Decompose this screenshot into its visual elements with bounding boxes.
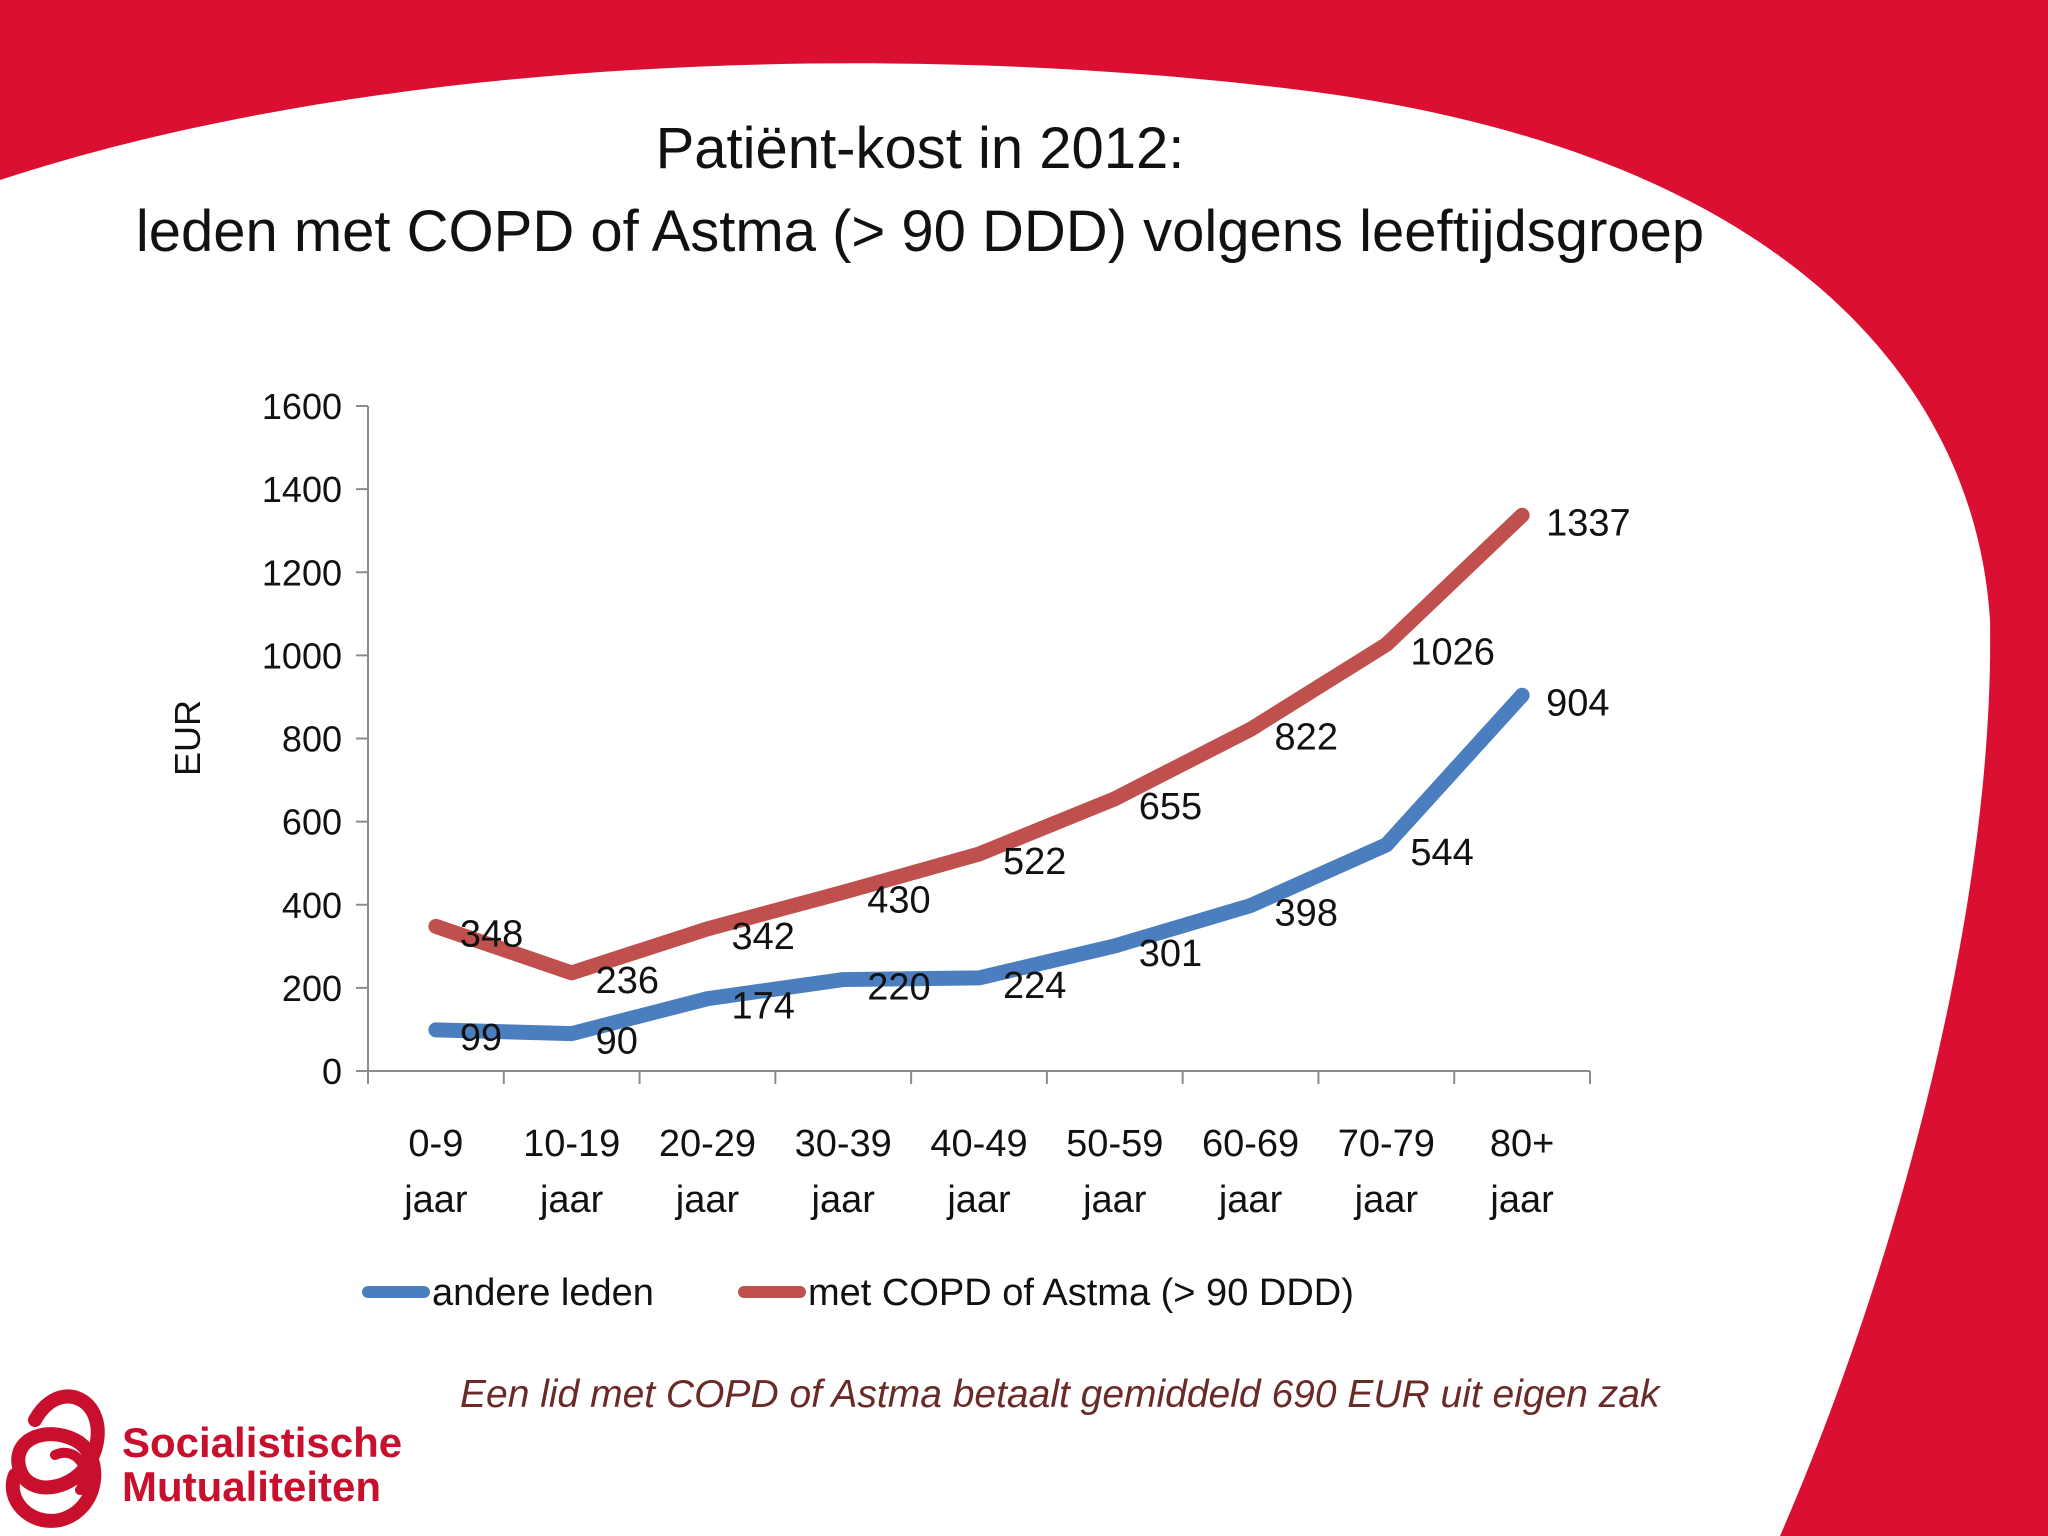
x-tick-label: 20-29 jaar <box>659 1123 756 1221</box>
data-label: 822 <box>1275 716 1338 758</box>
logo-text-line-2: Mutualiteiten <box>122 1463 381 1510</box>
series-line-1 <box>428 687 1530 1042</box>
legend-label: andere leden <box>432 1272 654 1314</box>
x-tick-label: 50-59 jaar <box>1066 1123 1163 1221</box>
chart-axes: 0 200 400 600 800 1000 1200 1400 1600 0-9 jaar 10-1… <box>167 386 1591 1221</box>
logo-icon <box>5 1389 105 1528</box>
y-axis-title: EUR <box>167 700 208 776</box>
data-label: 544 <box>1410 832 1473 874</box>
data-label: 301 <box>1139 933 1202 975</box>
y-tick-label: 1200 <box>262 552 342 593</box>
y-tick-label: 800 <box>282 719 342 760</box>
data-label: 1026 <box>1410 632 1495 674</box>
x-tick-label: 0-9 jaar <box>403 1123 468 1221</box>
data-label: 174 <box>731 986 794 1028</box>
data-label: 655 <box>1139 786 1202 828</box>
x-tick-label: 10-19 jaar <box>523 1123 620 1221</box>
data-label: 236 <box>596 960 659 1002</box>
x-tick-label: 60-69 jaar <box>1202 1123 1299 1221</box>
data-label: 904 <box>1546 682 1609 724</box>
series-line-2 <box>428 507 1530 981</box>
chart-legend: andere leden met COPD of Astma (> 90 DDD) <box>362 1272 1354 1314</box>
logo-text-line-1: Socialistische <box>122 1419 403 1466</box>
y-tick-label: 1400 <box>262 469 342 510</box>
data-label: 90 <box>596 1021 638 1063</box>
data-label: 99 <box>460 1017 502 1059</box>
y-tick-label: 600 <box>282 802 342 843</box>
data-label: 224 <box>1003 965 1066 1007</box>
x-tick-label: 80+ jaar <box>1489 1123 1554 1221</box>
data-label: 1337 <box>1546 502 1631 544</box>
x-tick-label: 70-79 jaar <box>1338 1123 1435 1221</box>
x-tick-label: 30-39 jaar <box>795 1123 892 1221</box>
footnote: Een lid met COPD of Astma betaalt gemidd… <box>460 1373 1660 1416</box>
legend-label: met COPD of Astma (> 90 DDD) <box>808 1272 1354 1314</box>
data-label: 348 <box>460 913 523 955</box>
data-label: 342 <box>731 916 794 958</box>
data-label: 522 <box>1003 841 1066 883</box>
data-label: 430 <box>867 879 930 921</box>
y-tick-label: 1600 <box>262 386 342 427</box>
y-tick-label: 200 <box>282 968 342 1009</box>
y-tick-label: 1000 <box>262 635 342 676</box>
data-label: 398 <box>1275 893 1338 935</box>
slide-title-line-2: leden met COPD of Astma (> 90 DDD) volge… <box>135 199 1705 264</box>
y-tick-label: 0 <box>322 1051 342 1092</box>
x-tick-label: 40-49 jaar <box>930 1123 1027 1221</box>
data-label: 220 <box>867 967 930 1009</box>
y-tick-label: 400 <box>282 885 342 926</box>
slide-title-line-1: Patiënt-kost in 2012: <box>655 116 1185 181</box>
chart-series <box>428 507 1530 1042</box>
chart-data-labels: 99 90 174 220 224 301 398 544 904 348 236 342 430 522… <box>460 502 1631 1062</box>
